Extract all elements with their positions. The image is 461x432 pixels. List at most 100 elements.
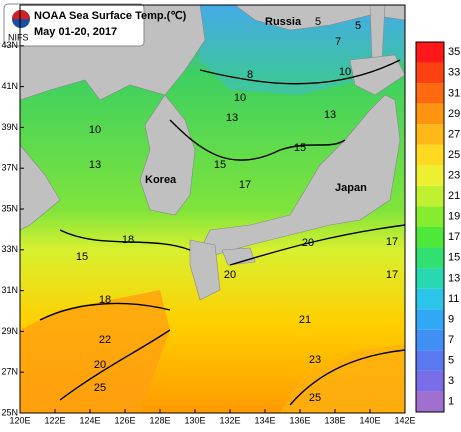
contour-label: 15	[294, 142, 306, 154]
header-box	[3, 3, 145, 47]
colorbar-band	[416, 62, 444, 84]
colorbar-band	[416, 83, 444, 104]
legend-header: NIFS NOAA Sea Surface Temp.(℃) May 01-20…	[3, 3, 187, 47]
contour-label: 13	[226, 112, 238, 124]
lat-tick-label: 31N	[1, 285, 18, 295]
contour-label: 13	[89, 159, 101, 171]
contour-label: 10	[339, 66, 351, 78]
colorbar-band	[416, 391, 444, 412]
colorbar-band	[416, 185, 444, 207]
lon-tick-label: 120E	[9, 415, 30, 425]
logo-text: NIFS	[8, 32, 29, 42]
lat-tick-label: 41N	[1, 81, 18, 91]
colorbar-band	[416, 165, 444, 186]
colorbar-band	[416, 124, 444, 145]
colorbar-label: 9	[448, 313, 454, 325]
lat-tick-label: 29N	[1, 326, 18, 336]
contour-label: 25	[309, 392, 321, 404]
colorbar-band	[416, 42, 444, 63]
colorbar-frame	[415, 41, 445, 413]
warm-sea	[280, 345, 405, 413]
colorbar-band	[416, 103, 444, 125]
title: NOAA Sea Surface Temp.(℃)	[34, 10, 187, 22]
colorbar-label: 31	[448, 87, 460, 99]
colorbar-label: 33	[448, 67, 460, 79]
colorbar-band	[416, 288, 444, 310]
colorbar-label: 11	[448, 293, 459, 305]
contour-label: 25	[94, 382, 106, 394]
lon-tick-label: 132E	[219, 415, 240, 425]
lat-tick-label: 43N	[1, 40, 18, 50]
lat-tick-label: 35N	[1, 203, 18, 213]
contour-label: 7	[335, 36, 341, 48]
contour-label: 20	[224, 269, 236, 281]
contour-label: 23	[309, 354, 321, 366]
lat-tick-label: 33N	[1, 244, 18, 254]
contour-label: 5	[315, 16, 321, 28]
colorbar-label: 13	[448, 272, 460, 284]
lon-tick-label: 138E	[324, 415, 345, 425]
contour-label: 20	[302, 237, 314, 249]
contour-label: 18	[99, 294, 111, 306]
lon-tick-label: 128E	[149, 415, 170, 425]
lon-tick-label: 142E	[394, 415, 415, 425]
contour-label: 13	[324, 109, 336, 121]
colorbar-band	[416, 370, 444, 392]
colorbar-band	[416, 206, 444, 227]
lon-tick-label: 140E	[359, 415, 380, 425]
warm-sea	[20, 290, 170, 413]
colorbar-label: 23	[448, 170, 460, 182]
lon-tick-label: 126E	[114, 415, 135, 425]
colorbar-label: 27	[448, 128, 460, 140]
contour-label: 20	[94, 359, 106, 371]
contour-label: 22	[99, 334, 111, 346]
colorbar-label: 7	[448, 334, 454, 346]
colorbar-band	[416, 329, 444, 351]
colorbar-label: 29	[448, 108, 460, 120]
colorbar-label: 19	[448, 211, 460, 223]
place-label: Russia	[265, 16, 302, 28]
lon-tick-label: 122E	[44, 415, 65, 425]
contour-label: 8	[247, 69, 253, 81]
colorbar-band	[416, 350, 444, 371]
land	[19, 4, 406, 301]
colorbar-label: 35	[448, 46, 460, 58]
colorbar-band	[416, 247, 444, 269]
contour-label: 10	[234, 92, 246, 104]
contour-label: 17	[386, 269, 398, 281]
lat-tick-label: 37N	[1, 163, 18, 173]
lon-tick-label: 124E	[79, 415, 100, 425]
colorbar-label: 3	[448, 375, 454, 387]
logo-half	[12, 10, 30, 19]
place-label: Japan	[335, 182, 367, 194]
colorbar-band	[416, 144, 444, 166]
lat-tick-label: 27N	[1, 367, 18, 377]
lat-tick-label: 25N	[1, 407, 18, 417]
colorbar-label: 17	[448, 231, 460, 243]
contours	[39, 59, 406, 406]
map-area	[19, 4, 406, 413]
colorbar-band	[416, 309, 444, 330]
colorbar-label: 15	[448, 252, 460, 264]
colorbar-band	[416, 227, 444, 248]
colorbar-label: 5	[448, 355, 454, 367]
contour-label: 10	[89, 124, 101, 136]
contour-label: 18	[122, 234, 134, 246]
contour-label: 17	[239, 179, 251, 191]
contour-label: 21	[299, 314, 311, 326]
lon-tick-label: 134E	[254, 415, 275, 425]
contour-label: 17	[386, 236, 398, 248]
colorbar-band	[416, 268, 444, 289]
contour-label: 15	[76, 251, 88, 263]
lat-tick-label: 39N	[1, 122, 18, 132]
colorbar-label: 25	[448, 149, 460, 161]
place-label: Korea	[145, 174, 177, 186]
contour-label: 15	[214, 159, 226, 171]
lon-tick-label: 136E	[289, 415, 310, 425]
colorbar-label: 21	[448, 190, 460, 202]
lon-tick-label: 130E	[184, 415, 205, 425]
subtitle: May 01-20, 2017	[34, 26, 117, 38]
colorbar-label: 1	[448, 396, 454, 408]
contour-label: 5	[355, 20, 361, 32]
